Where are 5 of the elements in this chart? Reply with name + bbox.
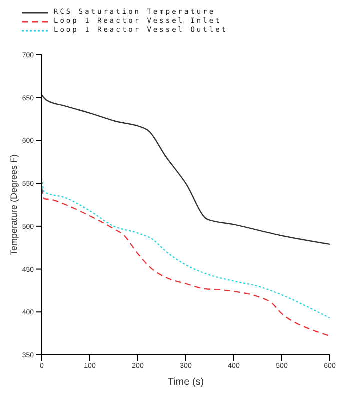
- x-axis-title: Time (s): [168, 377, 204, 388]
- line-series: [42, 94, 330, 246]
- y-axis-title: Temperature (Degrees F): [9, 154, 20, 256]
- line-series: [42, 187, 330, 337]
- line-series: [42, 178, 330, 319]
